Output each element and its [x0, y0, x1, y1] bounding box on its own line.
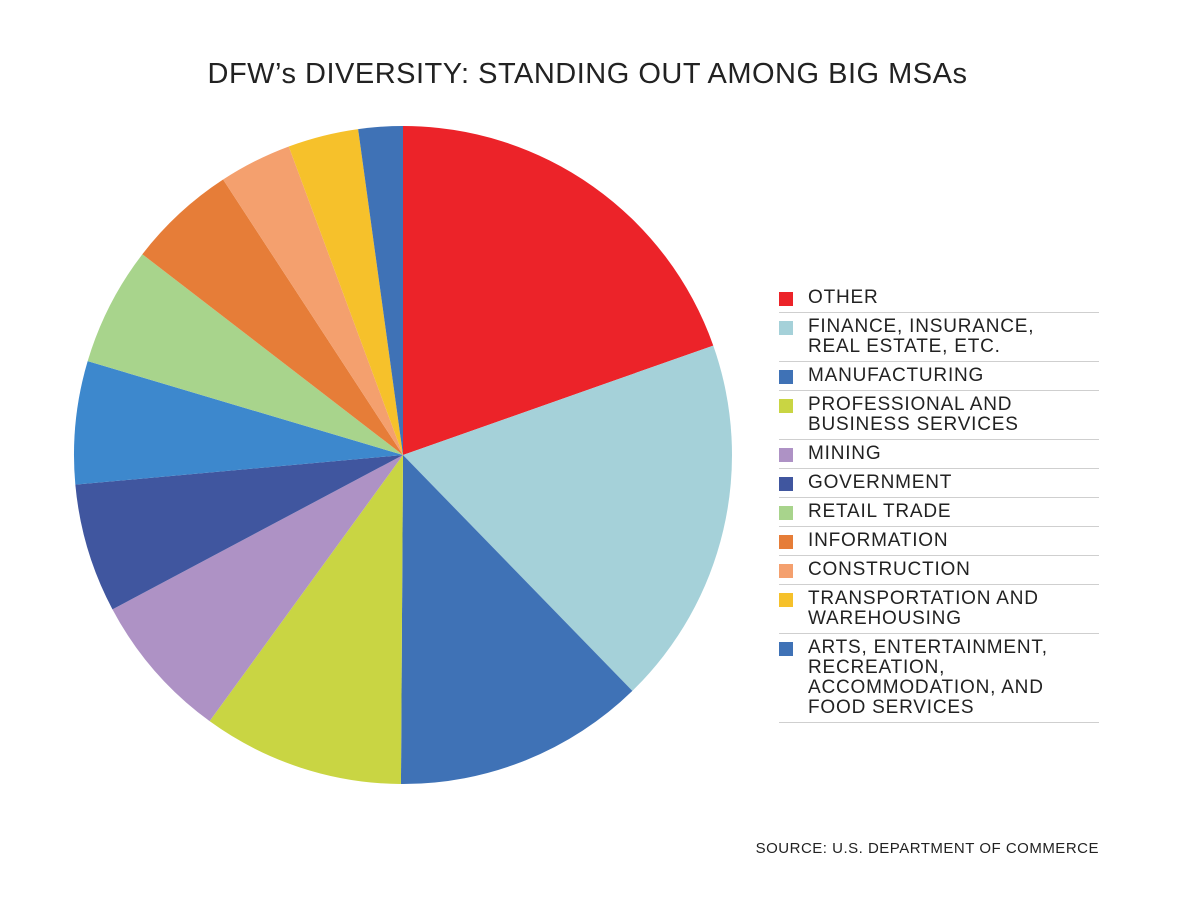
legend-label: FINANCE, INSURANCE, REAL ESTATE, ETC. [808, 316, 1035, 357]
legend-label: TRANSPORTATION AND WAREHOUSING [808, 588, 1039, 629]
legend-swatch [779, 564, 793, 578]
pie-slice [112, 455, 404, 722]
legend-swatch [779, 399, 793, 413]
legend-label: OTHER [808, 287, 879, 308]
legend-swatch [779, 477, 793, 491]
pie-slice [403, 345, 732, 691]
legend-swatch [779, 642, 793, 656]
legend-label: RETAIL TRADE [808, 501, 952, 522]
legend-item: RETAIL TRADE [779, 498, 1099, 527]
pie-slice [75, 455, 403, 610]
legend-item: MANUFACTURING [779, 362, 1099, 391]
legend-swatch [779, 506, 793, 520]
legend-item: PROFESSIONAL AND BUSINESS SERVICES [779, 391, 1099, 440]
legend-label: ARTS, ENTERTAINMENT, RECREATION, ACCOMMO… [808, 637, 1048, 718]
pie-slice [400, 455, 633, 784]
legend-label: PROFESSIONAL AND BUSINESS SERVICES [808, 394, 1019, 435]
pie-chart [74, 126, 732, 784]
pie-slice [288, 129, 403, 455]
legend-swatch [779, 535, 793, 549]
chart-title: DFW’s DIVERSITY: STANDING OUT AMONG BIG … [207, 58, 968, 90]
pie-slice [358, 126, 403, 455]
source-note: SOURCE: U.S. DEPARTMENT OF COMMERCE [755, 840, 1099, 857]
legend-swatch [779, 370, 793, 384]
legend-swatch [779, 321, 793, 335]
legend-label: GOVERNMENT [808, 472, 953, 493]
legend-label: INFORMATION [808, 530, 949, 551]
legend-item: GOVERNMENT [779, 469, 1099, 498]
legend-swatch [779, 292, 793, 306]
legend-label: MANUFACTURING [808, 365, 985, 386]
pie-slice [142, 179, 403, 456]
legend-item: FINANCE, INSURANCE, REAL ESTATE, ETC. [779, 313, 1099, 362]
legend-label: MINING [808, 443, 882, 464]
legend-item: OTHER [779, 284, 1099, 313]
pie-slice [223, 146, 403, 455]
legend-swatch [779, 593, 793, 607]
legend-item: MINING [779, 440, 1099, 469]
legend-item: CONSTRUCTION [779, 556, 1099, 585]
pie-slice [87, 254, 404, 455]
pie-slice [209, 455, 403, 784]
pie-slice [74, 361, 404, 485]
legend: OTHER FINANCE, INSURANCE, REAL ESTATE, ET… [779, 284, 1099, 723]
legend-item: TRANSPORTATION AND WAREHOUSING [779, 585, 1099, 634]
pie-slice [403, 126, 714, 455]
legend-swatch [779, 448, 793, 462]
legend-item: INFORMATION [779, 527, 1099, 556]
legend-label: CONSTRUCTION [808, 559, 971, 580]
legend-item: ARTS, ENTERTAINMENT, RECREATION, ACCOMMO… [779, 634, 1099, 723]
